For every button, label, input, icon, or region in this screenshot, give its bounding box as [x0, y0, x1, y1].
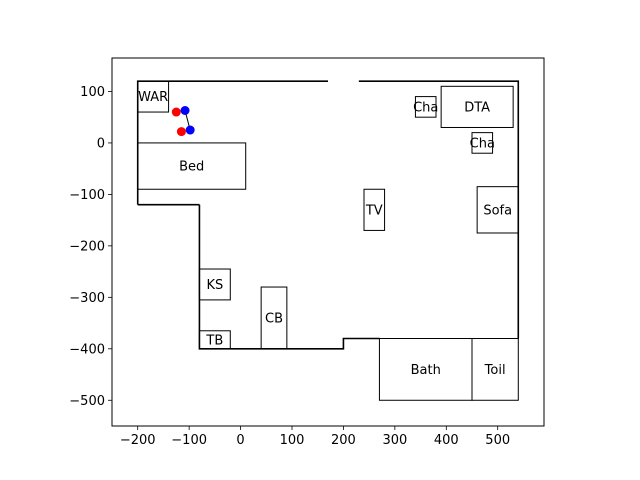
furniture-box	[198, 330, 231, 350]
data-point	[185, 125, 195, 135]
furniture-label: DTA	[464, 100, 490, 115]
furniture-box	[137, 80, 170, 113]
x-tick-label: 0	[236, 433, 244, 448]
furniture-label: WAR	[138, 90, 168, 105]
furniture-label: Bed	[179, 160, 204, 175]
data-point	[176, 127, 186, 137]
furniture-box	[471, 132, 494, 154]
y-tick-label: −500	[69, 394, 105, 409]
plot-frame	[111, 57, 545, 427]
y-tick-label: 100	[80, 85, 105, 100]
furniture-box	[260, 286, 288, 350]
furniture-label: Bath	[411, 363, 441, 378]
furniture-label: CB	[265, 311, 283, 326]
furniture-label: TB	[205, 333, 223, 348]
y-tick-label: −200	[69, 239, 105, 254]
furniture-box	[137, 142, 247, 190]
furniture-label: TV	[365, 203, 383, 218]
y-tick-label: −100	[69, 188, 105, 203]
data-point	[180, 105, 190, 115]
furniture-label: Toil	[484, 363, 506, 378]
wall-segment	[358, 80, 520, 339]
x-tick-label: 300	[382, 433, 407, 448]
furniture-label: Sofa	[483, 203, 512, 218]
x-tick-label: −100	[171, 433, 207, 448]
furniture-box	[198, 268, 231, 301]
y-tick-label: −300	[69, 291, 105, 306]
furniture-box	[471, 338, 519, 401]
furniture-label: Cha	[470, 136, 495, 151]
furniture-box	[476, 186, 519, 234]
x-tick-label: 200	[331, 433, 356, 448]
y-tick-label: 0	[97, 136, 105, 151]
furniture-box	[363, 188, 386, 231]
furniture-label: KS	[206, 278, 223, 293]
x-tick-label: 100	[280, 433, 305, 448]
x-tick-label: 400	[434, 433, 459, 448]
furniture-label: Cha	[413, 100, 438, 115]
x-tick-label: 500	[485, 433, 510, 448]
y-tick-label: −400	[69, 342, 105, 357]
furniture-box	[414, 96, 437, 118]
data-point	[171, 107, 181, 117]
x-tick-label: −200	[120, 433, 156, 448]
wall-segment	[198, 204, 380, 350]
furniture-box	[440, 85, 514, 128]
